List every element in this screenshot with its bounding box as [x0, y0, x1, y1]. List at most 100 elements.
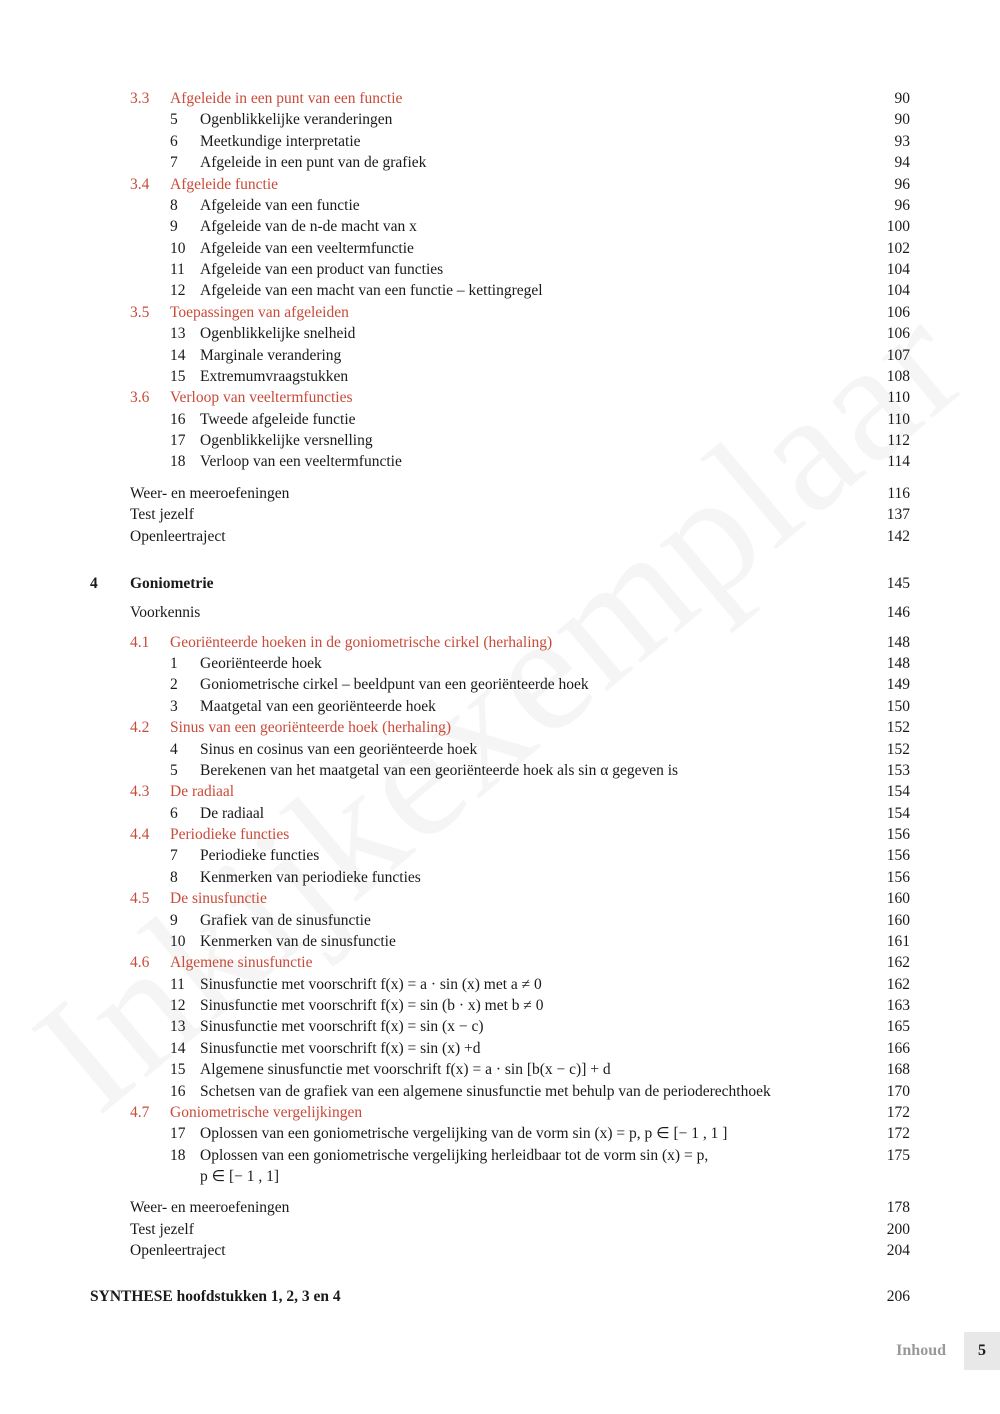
section-number: 4.7 — [130, 1102, 170, 1123]
extra-page: 200 — [870, 1219, 910, 1240]
subsection-title: Ogenblikkelijke versnelling — [200, 430, 870, 451]
section-row: 3.4Afgeleide functie96 — [90, 174, 910, 195]
subsection-row: 11Afgeleide van een product van functies… — [90, 259, 910, 280]
subsection-title: Afgeleide van een product van functies — [200, 259, 870, 280]
subsection-number: 15 — [170, 366, 200, 387]
continuation-text: p ∈ [− 1 , 1] — [200, 1166, 870, 1187]
subsection-row: 16Tweede afgeleide functie110 — [90, 409, 910, 430]
subsection-page: 94 — [870, 152, 910, 173]
section-page: 152 — [870, 717, 910, 738]
subsection-continuation: p ∈ [− 1 , 1] — [90, 1166, 910, 1187]
subsection-row: 5Berekenen van het maatgetal van een geo… — [90, 760, 910, 781]
section-row: 4.3De radiaal154 — [90, 781, 910, 802]
subsection-number: 8 — [170, 195, 200, 216]
section-row: 4.6Algemene sinusfunctie162 — [90, 952, 910, 973]
subsection-row: 11Sinusfunctie met voorschrift f(x) = a … — [90, 974, 910, 995]
subsection-number: 17 — [170, 430, 200, 451]
section-page: 110 — [870, 387, 910, 408]
toc-page: 3.3Afgeleide in een punt van een functie… — [0, 0, 1000, 1357]
subsection-row: 7Afgeleide in een punt van de grafiek94 — [90, 152, 910, 173]
section-title: Verloop van veeltermfuncties — [170, 387, 870, 408]
subsection-number: 5 — [170, 760, 200, 781]
subsection-row: 6Meetkundige interpretatie93 — [90, 131, 910, 152]
extra-row: Weer- en meeroefeningen178 — [90, 1197, 910, 1218]
subsection-row: 17Ogenblikkelijke versnelling112 — [90, 430, 910, 451]
subsection-number: 8 — [170, 867, 200, 888]
subsection-title: Goniometrische cirkel – beeldpunt van ee… — [200, 674, 870, 695]
voorkennis-page: 146 — [870, 602, 910, 623]
extra-title: Test jezelf — [130, 504, 870, 525]
subsection-number: 5 — [170, 109, 200, 130]
extra-title: Weer- en meeroefeningen — [130, 1197, 870, 1218]
subsection-title: Grafiek van de sinusfunctie — [200, 910, 870, 931]
section-number: 4.3 — [130, 781, 170, 802]
subsection-page: 110 — [870, 409, 910, 430]
subsection-title: Ogenblikkelijke snelheid — [200, 323, 870, 344]
subsection-row: 15Extremumvraagstukken108 — [90, 366, 910, 387]
extra-page: 142 — [870, 526, 910, 547]
extra-title: Test jezelf — [130, 1219, 870, 1240]
subsection-row: 8Kenmerken van periodieke functies156 — [90, 867, 910, 888]
subsection-page: 170 — [870, 1081, 910, 1102]
subsection-title: Afgeleide van een functie — [200, 195, 870, 216]
subsection-page: 104 — [870, 280, 910, 301]
subsection-page: 162 — [870, 974, 910, 995]
subsection-number: 16 — [170, 1081, 200, 1102]
subsection-page: 154 — [870, 803, 910, 824]
subsection-page: 165 — [870, 1016, 910, 1037]
subsection-row: 18Oplossen van een goniometrische vergel… — [90, 1145, 910, 1166]
subsection-page: 156 — [870, 845, 910, 866]
synthese-row: SYNTHESE hoofdstukken 1, 2, 3 en 4 206 — [90, 1286, 910, 1307]
section-number: 4.5 — [130, 888, 170, 909]
subsection-title: Verloop van een veeltermfunctie — [200, 451, 870, 472]
subsection-page: 160 — [870, 910, 910, 931]
section-row: 4.2Sinus van een georiënteerde hoek (her… — [90, 717, 910, 738]
subsection-page: 161 — [870, 931, 910, 952]
section-number: 3.4 — [130, 174, 170, 195]
subsection-row: 2Goniometrische cirkel – beeldpunt van e… — [90, 674, 910, 695]
subsection-number: 15 — [170, 1059, 200, 1080]
section-number: 4.2 — [130, 717, 170, 738]
section-page: 172 — [870, 1102, 910, 1123]
extra-row: Openleertraject204 — [90, 1240, 910, 1261]
subsection-page: 149 — [870, 674, 910, 695]
subsection-page: 150 — [870, 696, 910, 717]
subsection-page: 156 — [870, 867, 910, 888]
subsection-number: 12 — [170, 995, 200, 1016]
subsection-title: Sinusfunctie met voorschrift f(x) = sin … — [200, 1016, 870, 1037]
extra-row: Test jezelf137 — [90, 504, 910, 525]
subsection-title: Algemene sinusfunctie met voorschrift f(… — [200, 1059, 870, 1080]
section-page: 160 — [870, 888, 910, 909]
section-page: 106 — [870, 302, 910, 323]
chapter-number: 4 — [90, 573, 130, 594]
subsection-number: 11 — [170, 259, 200, 280]
subsection-number: 2 — [170, 674, 200, 695]
subsection-title: Ogenblikkelijke veranderingen — [200, 109, 870, 130]
subsection-title: Kenmerken van de sinusfunctie — [200, 931, 870, 952]
section-row: 4.7Goniometrische vergelijkingen172 — [90, 1102, 910, 1123]
subsection-number: 13 — [170, 1016, 200, 1037]
section-row: 3.6Verloop van veeltermfuncties110 — [90, 387, 910, 408]
extra-row: Openleertraject142 — [90, 526, 910, 547]
section-row: 4.1Georiënteerde hoeken in de goniometri… — [90, 632, 910, 653]
subsection-page: 100 — [870, 216, 910, 237]
subsection-page: 168 — [870, 1059, 910, 1080]
subsection-title: Marginale verandering — [200, 345, 870, 366]
subsection-title: Afgeleide van de n-de macht van x — [200, 216, 870, 237]
subsection-number: 18 — [170, 451, 200, 472]
subsection-row: 5Ogenblikkelijke veranderingen90 — [90, 109, 910, 130]
subsection-title: Afgeleide van een macht van een functie … — [200, 280, 870, 301]
subsection-page: 106 — [870, 323, 910, 344]
extra-row: Test jezelf200 — [90, 1219, 910, 1240]
subsection-title: Afgeleide van een veeltermfunctie — [200, 238, 870, 259]
subsection-number: 16 — [170, 409, 200, 430]
subsection-row: 10Kenmerken van de sinusfunctie161 — [90, 931, 910, 952]
subsection-page: 104 — [870, 259, 910, 280]
section-title: Afgeleide in een punt van een functie — [170, 88, 870, 109]
extra-page: 204 — [870, 1240, 910, 1261]
subsection-title: Extremumvraagstukken — [200, 366, 870, 387]
subsection-page: 166 — [870, 1038, 910, 1059]
subsection-row: 8Afgeleide van een functie96 — [90, 195, 910, 216]
subsection-page: 152 — [870, 739, 910, 760]
chapter-title: Goniometrie — [130, 573, 870, 594]
